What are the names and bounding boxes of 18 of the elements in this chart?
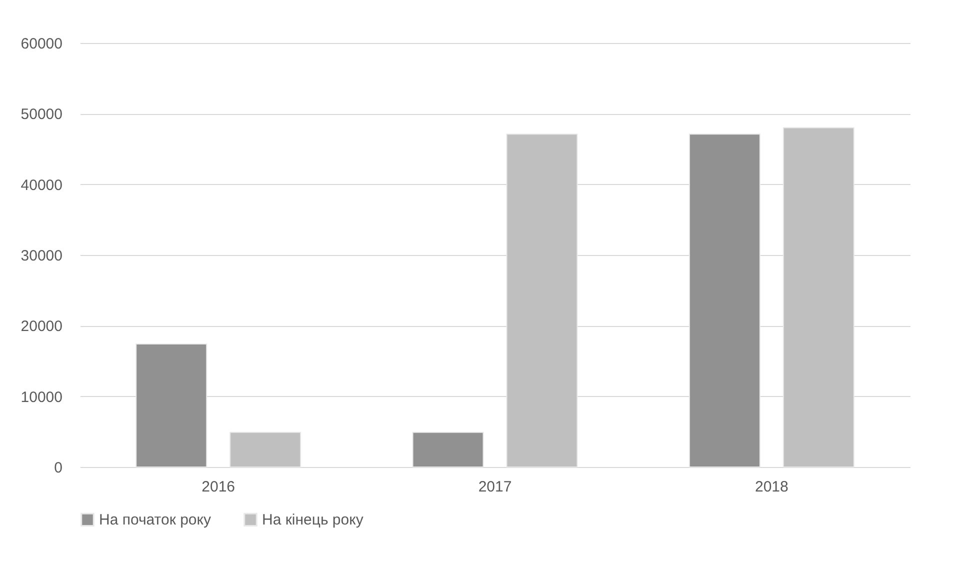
x-tick-label: 2016 (202, 478, 236, 496)
x-tick-label: 2018 (754, 478, 788, 496)
x-tick-label: 2017 (478, 478, 512, 496)
bar (506, 134, 578, 468)
y-tick-label: 20000 (20, 318, 62, 336)
y-tick-label: 10000 (20, 388, 62, 406)
bar (230, 432, 302, 468)
legend-label: На початок року (99, 512, 212, 529)
y-tick-label: 60000 (20, 36, 62, 52)
y-tick-label: 30000 (20, 248, 62, 264)
bar (782, 127, 854, 468)
bar (412, 432, 484, 468)
bar (688, 134, 760, 468)
y-tick-label: 0 (54, 460, 62, 476)
legend-label: На кінець року (262, 512, 364, 529)
y-tick-label: 50000 (20, 106, 62, 124)
y-tick-label: 40000 (20, 176, 62, 194)
bar (136, 344, 208, 468)
